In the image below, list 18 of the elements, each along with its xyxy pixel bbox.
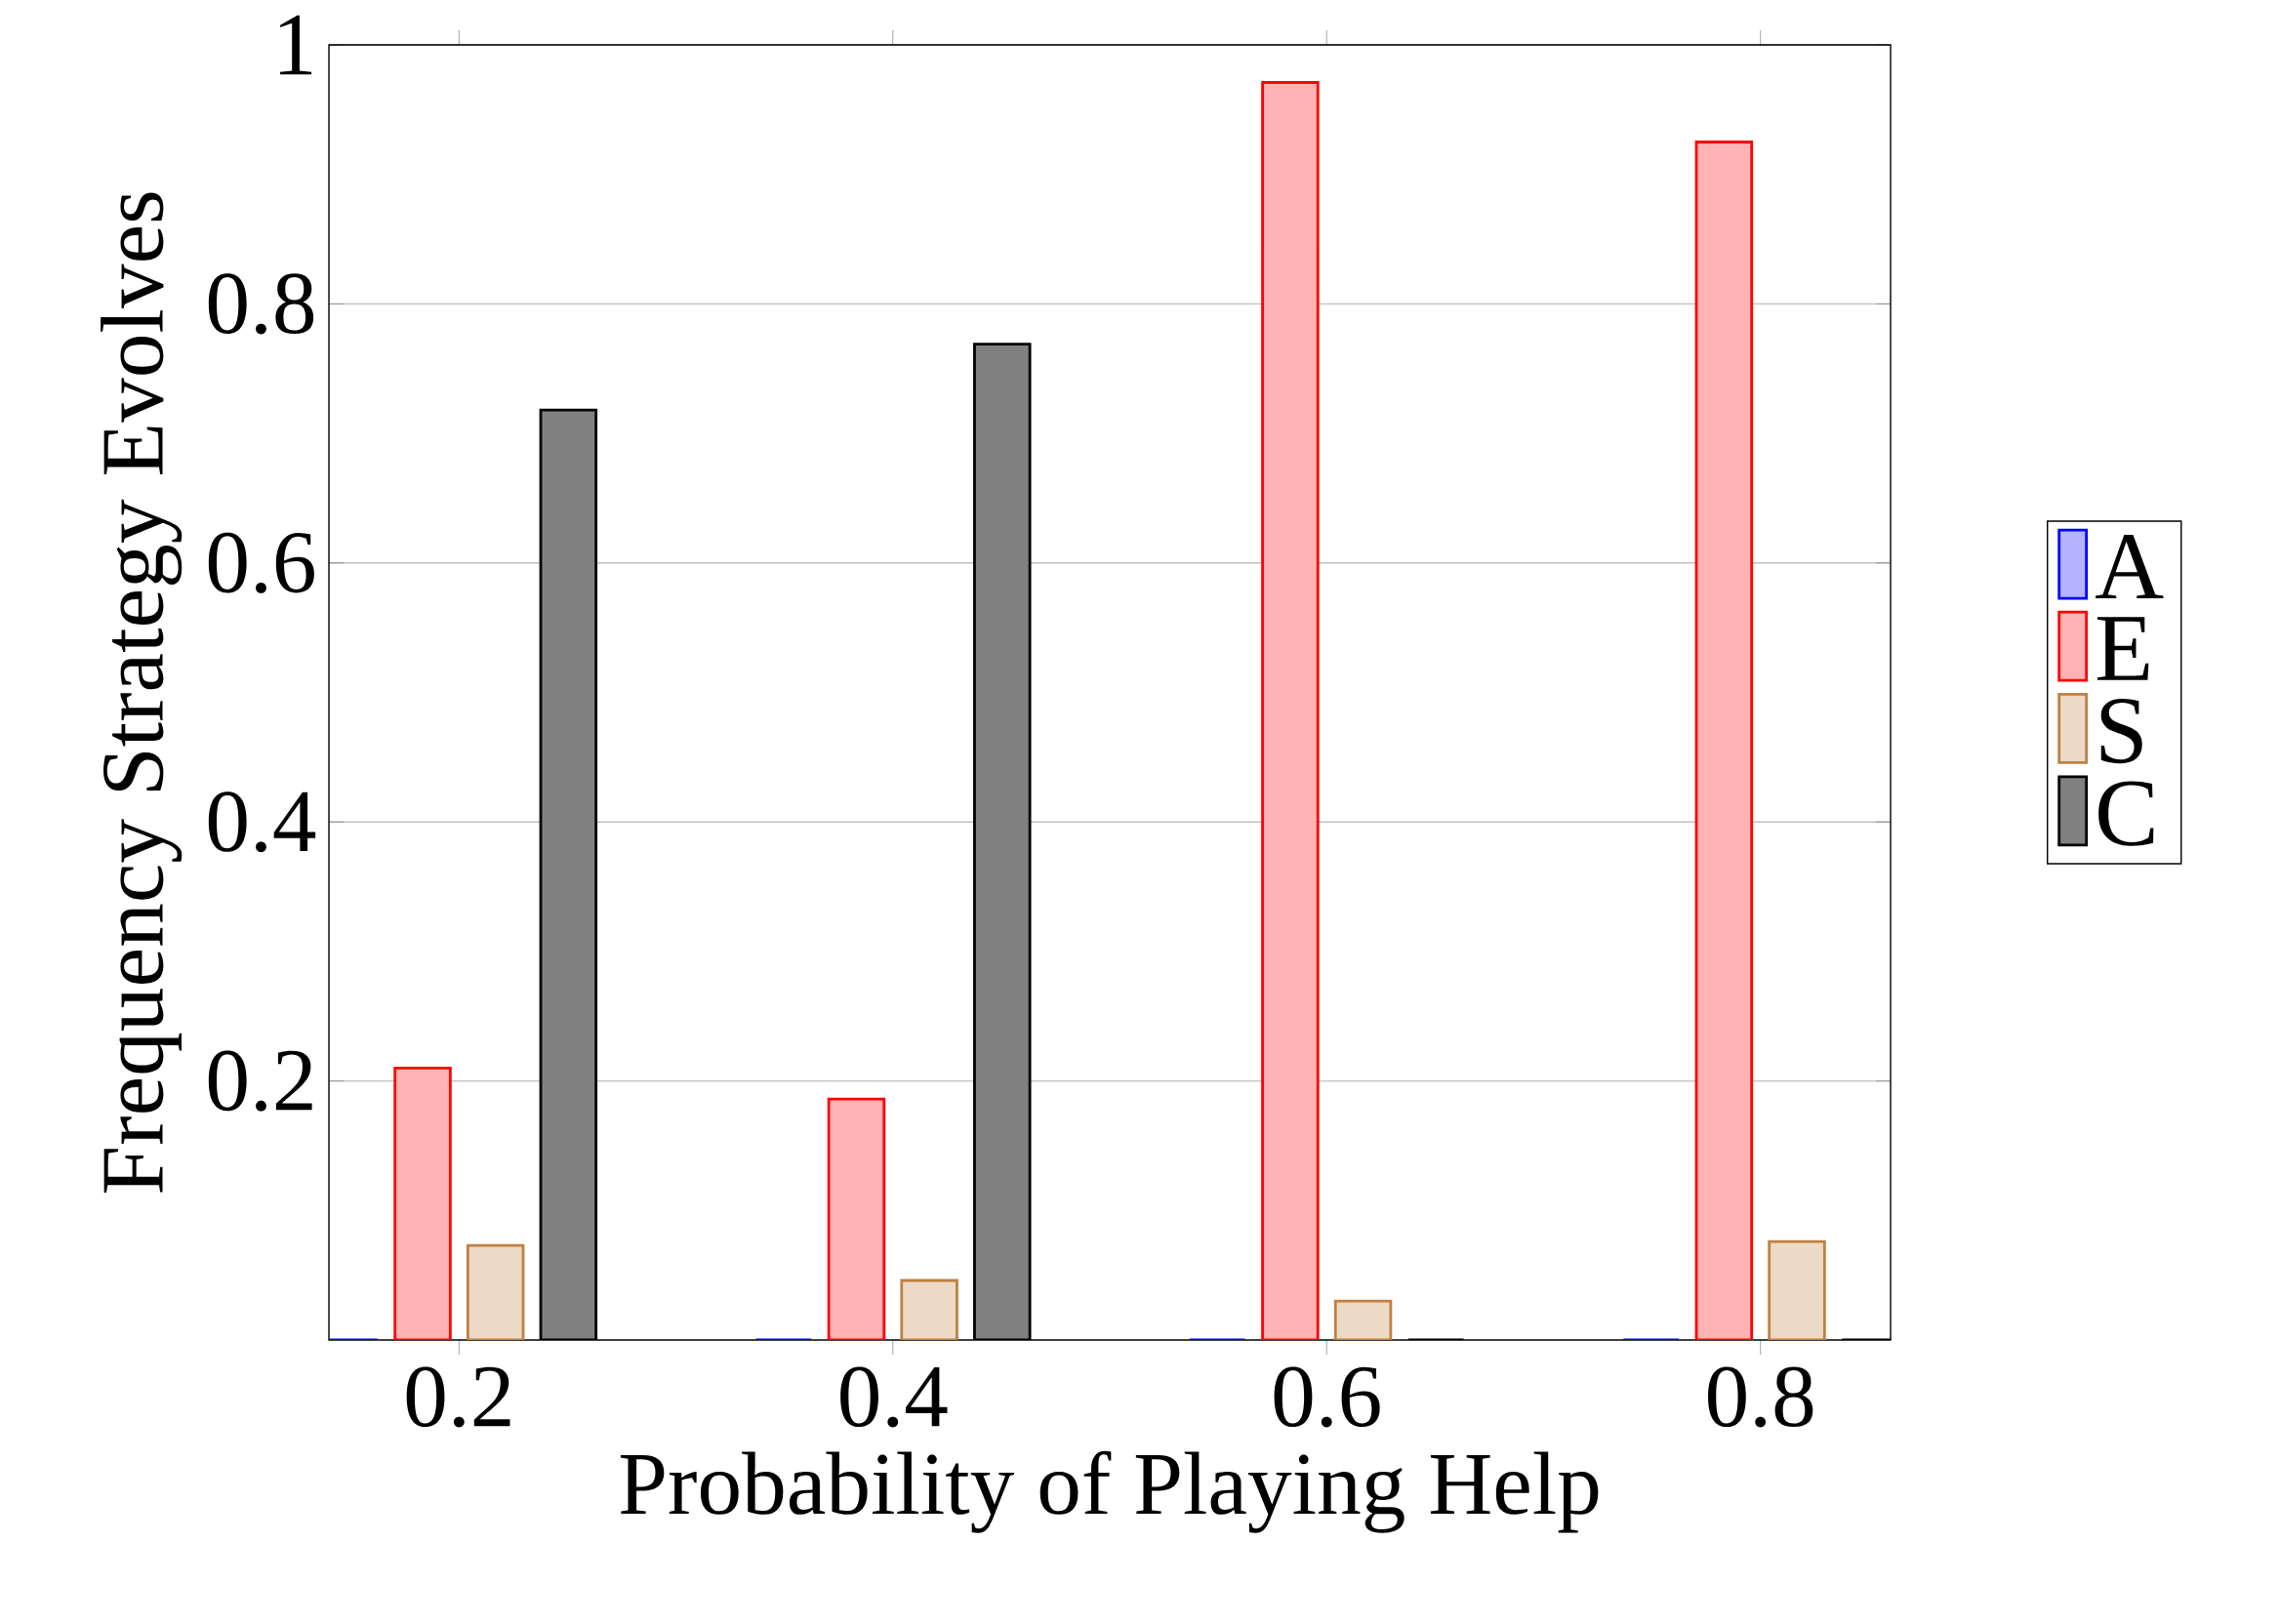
x-tick-label: 0.2 bbox=[406, 1366, 510, 1428]
x-axis-title: Probability of Playing Help bbox=[620, 1450, 1599, 1533]
y-tick-label: 1 bbox=[279, 15, 312, 75]
legend-label: E bbox=[2097, 617, 2149, 680]
y-tick-label: 0.6 bbox=[208, 532, 314, 593]
bar bbox=[973, 343, 1032, 1341]
y-axis-title: Frequency Strategy Evolves bbox=[101, 192, 183, 1194]
bar bbox=[1261, 81, 1320, 1341]
y-tick-label: 0.8 bbox=[208, 273, 314, 335]
y-tick-label: 0.2 bbox=[208, 1050, 312, 1112]
legend-label: S bbox=[2100, 699, 2142, 764]
x-tick-label: 0.8 bbox=[1708, 1366, 1813, 1428]
x-tick-label: 0.6 bbox=[1274, 1366, 1380, 1428]
legend-label: A bbox=[2096, 535, 2164, 598]
legend-label: C bbox=[2098, 781, 2154, 846]
x-tick-label: 0.4 bbox=[840, 1366, 948, 1428]
bar bbox=[900, 1279, 958, 1341]
y-tick-label: 0.4 bbox=[208, 792, 316, 853]
